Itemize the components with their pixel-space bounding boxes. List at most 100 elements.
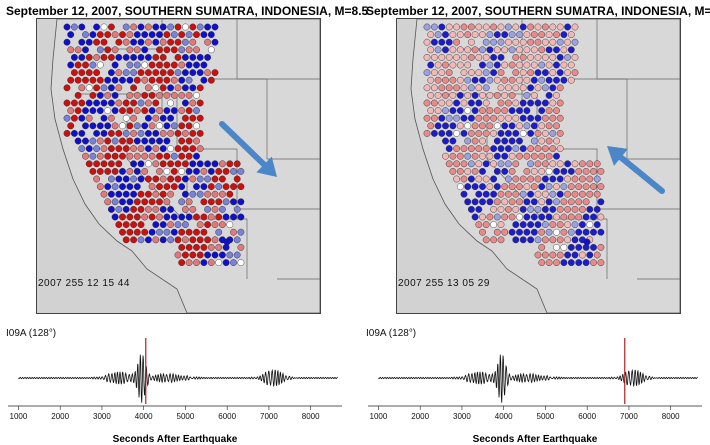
station-dot bbox=[593, 175, 601, 183]
station-dot bbox=[207, 76, 215, 84]
station-dot bbox=[189, 23, 197, 31]
station-dot bbox=[196, 160, 204, 168]
station-dot bbox=[471, 76, 479, 84]
station-dot bbox=[512, 130, 520, 137]
station-dot bbox=[100, 130, 108, 137]
station-dot bbox=[115, 38, 123, 46]
station-dot bbox=[471, 152, 479, 160]
station-dot bbox=[549, 114, 557, 122]
station-dot bbox=[181, 114, 189, 122]
station-dot bbox=[82, 137, 89, 145]
station-dot bbox=[211, 221, 219, 229]
station-dot bbox=[93, 23, 100, 31]
station-dot bbox=[453, 160, 460, 168]
station-dot bbox=[63, 99, 71, 107]
station-dot bbox=[505, 38, 512, 46]
station-dot bbox=[567, 213, 575, 221]
station-dot bbox=[505, 175, 512, 183]
station-dot bbox=[475, 145, 483, 153]
station-dot bbox=[545, 198, 553, 206]
station-dot bbox=[148, 122, 156, 130]
station-dot bbox=[115, 84, 123, 92]
station-dot bbox=[468, 23, 475, 31]
station-dot bbox=[519, 205, 527, 213]
station-dot bbox=[541, 251, 549, 259]
station-dot bbox=[237, 198, 245, 206]
station-dot bbox=[185, 213, 193, 221]
station-dot bbox=[519, 145, 527, 153]
station-dot bbox=[215, 167, 223, 175]
station-dot bbox=[178, 183, 186, 191]
station-dot bbox=[163, 122, 171, 130]
station-dot bbox=[159, 190, 167, 198]
station-dot bbox=[527, 69, 535, 76]
station-dot bbox=[460, 54, 468, 61]
station-dot bbox=[501, 213, 509, 221]
station-dot bbox=[156, 107, 163, 115]
station-dot bbox=[512, 205, 520, 213]
station-dot bbox=[597, 259, 605, 267]
station-dot bbox=[442, 46, 449, 54]
station-dot bbox=[553, 198, 560, 206]
station-dot bbox=[137, 190, 145, 198]
station-dot bbox=[508, 76, 516, 84]
station-dot bbox=[126, 183, 134, 191]
station-dot bbox=[490, 54, 498, 61]
station-dot bbox=[438, 23, 446, 31]
station-dot bbox=[523, 152, 531, 160]
station-dot bbox=[78, 99, 86, 107]
station-dot bbox=[593, 160, 601, 168]
station-dot bbox=[237, 228, 245, 236]
station-dot bbox=[530, 183, 538, 191]
station-dot bbox=[468, 130, 475, 137]
station-dot bbox=[200, 198, 208, 206]
station-dot bbox=[482, 84, 490, 92]
station-dot bbox=[111, 46, 119, 54]
station-dot bbox=[152, 190, 160, 198]
station-dot bbox=[523, 213, 531, 221]
station-dot bbox=[170, 122, 178, 130]
station-dot bbox=[200, 228, 208, 236]
station-dot bbox=[141, 167, 149, 175]
station-dot bbox=[122, 38, 130, 46]
station-dot bbox=[185, 46, 193, 54]
station-dot bbox=[126, 137, 134, 145]
station-dot bbox=[174, 84, 182, 92]
station-dot bbox=[130, 38, 138, 46]
station-dot bbox=[100, 38, 108, 46]
station-dot bbox=[218, 190, 226, 198]
station-dot bbox=[193, 167, 200, 175]
station-dot bbox=[130, 114, 138, 122]
station-dot bbox=[519, 69, 527, 76]
station-dot bbox=[211, 69, 219, 76]
station-dot bbox=[453, 99, 460, 107]
station-dot bbox=[130, 175, 138, 183]
station-dot bbox=[104, 198, 112, 206]
station-dot bbox=[156, 213, 163, 221]
station-dot bbox=[423, 114, 431, 122]
station-dot bbox=[556, 251, 564, 259]
station-dot bbox=[141, 31, 149, 39]
station-dot bbox=[63, 38, 71, 46]
station-dot bbox=[493, 213, 501, 221]
station-dot bbox=[122, 99, 130, 107]
station-dot bbox=[207, 243, 215, 251]
right-panel: September 12, 2007, SOUTHERN SUMATRA, IN… bbox=[360, 0, 710, 445]
station-dot bbox=[189, 145, 197, 153]
station-dot bbox=[200, 76, 208, 84]
station-dot bbox=[152, 221, 160, 229]
station-dot bbox=[130, 221, 138, 229]
station-dot bbox=[578, 221, 586, 229]
station-dot bbox=[479, 31, 486, 39]
station-dot bbox=[545, 137, 553, 145]
station-dot bbox=[185, 243, 193, 251]
station-dot bbox=[178, 107, 186, 115]
station-dot bbox=[119, 228, 126, 236]
station-dot bbox=[207, 46, 215, 54]
station-dot bbox=[449, 122, 457, 130]
station-dot bbox=[438, 69, 446, 76]
station-dot bbox=[497, 236, 505, 244]
station-dot bbox=[156, 183, 163, 191]
station-dot bbox=[145, 145, 152, 153]
station-dot bbox=[96, 76, 104, 84]
